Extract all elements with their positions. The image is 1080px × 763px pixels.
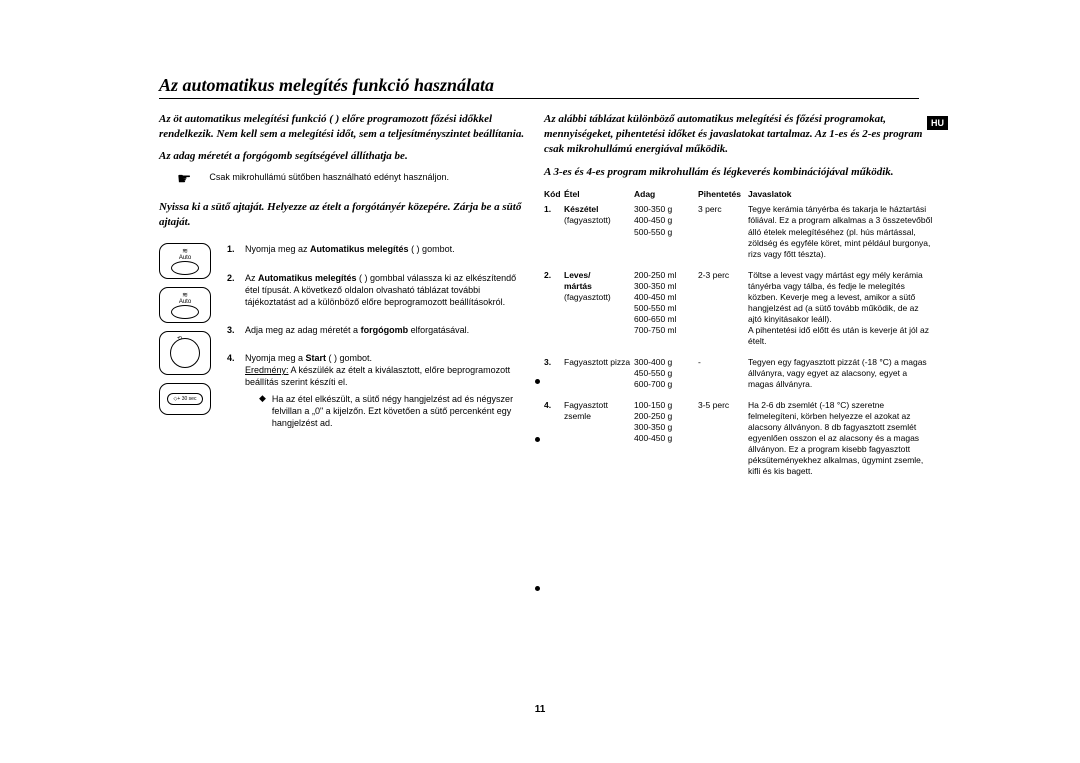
auto-button-icon-2: ≋ Auto [159, 287, 211, 323]
cell: 4. [544, 400, 564, 477]
right-intro-1: Az alábbi táblázat különböző automatikus… [544, 112, 934, 157]
left-column: Az öt automatikus melegítési funkció ( )… [159, 112, 532, 445]
intro-2: Az adag méretét a forgógomb segítségével… [159, 150, 532, 162]
crop-dot [535, 437, 540, 442]
crop-dot [535, 379, 540, 384]
cell: 3-5 perc [698, 400, 748, 477]
steps-column: 1. Nyomja meg az Automatikus melegítés (… [227, 243, 532, 445]
step-2: 2. Az Automatikus melegítés ( ) gombbal … [227, 272, 532, 308]
table-row: 3.Fagyasztott pizza300-400 g450-550 g600… [544, 357, 934, 390]
cell: Ha 2-6 db zsemlét (-18 °C) szeretne felm… [748, 400, 934, 477]
text: Nyomja meg a [245, 353, 306, 363]
cell: 300-400 g450-550 g600-700 g [634, 357, 698, 390]
text: ( ) gombot. [409, 244, 455, 254]
table-body: 1.Készétel(fagyasztott)300-350 g400-450 … [544, 204, 934, 477]
cell: Készétel(fagyasztott) [564, 204, 634, 259]
intro-1: Az öt automatikus melegítési funkció ( )… [159, 112, 532, 142]
cell: Fagyasztott pizza [564, 357, 634, 390]
step-body: Nyomja meg a Start ( ) gombot. Eredmény:… [245, 352, 532, 429]
step-1: 1. Nyomja meg az Automatikus melegítés (… [227, 243, 532, 255]
col-jav: Javaslatok [748, 189, 934, 200]
step-number: 1. [227, 243, 239, 255]
auto-button-icon-1: ≋ Auto [159, 243, 211, 279]
text: Nyomja meg az [245, 244, 310, 254]
bold-text: Start [306, 353, 327, 363]
title-rule [159, 98, 919, 99]
step-number: 3. [227, 324, 239, 336]
bold-text: Automatikus melegítés [258, 273, 357, 283]
note-text: Csak mikrohullámú sütőben használható ed… [209, 172, 449, 184]
cell: 2-3 perc [698, 270, 748, 347]
bullet-text: Ha az étel elkészült, a sütő négy hangje… [272, 393, 532, 429]
program-table: Kód Étel Adag Pihentetés Javaslatok 1.Ké… [544, 189, 934, 477]
table-row: 2.Leves/mártás(fagyasztott)200-250 ml300… [544, 270, 934, 347]
pointer-icon: ☛ [159, 172, 191, 188]
step-number: 2. [227, 272, 239, 308]
right-column: Az alábbi táblázat különböző automatikus… [544, 112, 934, 487]
steps-area: ≋ Auto ≋ Auto ⟲ ◇ + 30 sec [159, 243, 532, 445]
cell: 300-350 g400-450 g500-550 g [634, 204, 698, 259]
diamond-icon: ◆ [259, 393, 266, 429]
col-etel: Étel [564, 189, 634, 200]
table-header: Kód Étel Adag Pihentetés Javaslatok [544, 189, 934, 200]
step-body: Az Automatikus melegítés ( ) gombbal vál… [245, 272, 532, 308]
cell: 2. [544, 270, 564, 347]
icon-label-sec: + 30 sec [177, 396, 196, 402]
bold-text: forgógomb [361, 325, 409, 335]
step-3: 3. Adja meg az adag méretét a forgógomb … [227, 324, 532, 336]
cell: Tegyen egy fagyasztott pizzát (-18 °C) a… [748, 357, 934, 390]
cell: 3 perc [698, 204, 748, 259]
col-kod: Kód [544, 189, 564, 200]
cell: 1. [544, 204, 564, 259]
cell: 200-250 ml300-350 ml400-450 ml500-550 ml… [634, 270, 698, 347]
step-body: Adja meg az adag méretét a forgógomb elf… [245, 324, 469, 336]
cell: 3. [544, 357, 564, 390]
text: Adja meg az adag méretét a [245, 325, 361, 335]
step-4: 4. Nyomja meg a Start ( ) gombot. Eredmé… [227, 352, 532, 429]
cell: 100-150 g200-250 g300-350 g400-450 g [634, 400, 698, 477]
step-bullet: ◆ Ha az étel elkészült, a sütő négy hang… [245, 393, 532, 429]
cell: Tegye kerámia tányérba és takarja le ház… [748, 204, 934, 259]
col-adag: Adag [634, 189, 698, 200]
step-body: Nyomja meg az Automatikus melegítés ( ) … [245, 243, 455, 255]
cell: Fagyasztott zsemle [564, 400, 634, 477]
start-button-icon: ◇ + 30 sec [159, 383, 211, 415]
right-intro-2: A 3-es és 4-es program mikrohullám és lé… [544, 165, 934, 180]
result-label: Eredmény: [245, 365, 289, 375]
text: ( ) gombot. [326, 353, 372, 363]
crop-dot [535, 586, 540, 591]
page-number: 11 [0, 704, 1080, 715]
text: elforgatásával. [408, 325, 469, 335]
cell: - [698, 357, 748, 390]
table-row: 1.Készétel(fagyasztott)300-350 g400-450 … [544, 204, 934, 259]
document-page: Az automatikus melegítés funkció használ… [0, 0, 1080, 763]
page-title: Az automatikus melegítés funkció használ… [159, 75, 494, 96]
col-pih: Pihentetés [698, 189, 748, 200]
bold-text: Automatikus melegítés [310, 244, 409, 254]
text: Az [245, 273, 258, 283]
icon-column: ≋ Auto ≋ Auto ⟲ ◇ + 30 sec [159, 243, 213, 445]
table-row: 4.Fagyasztott zsemle100-150 g200-250 g30… [544, 400, 934, 477]
cell: Töltse a levest vagy mártást egy mély ke… [748, 270, 934, 347]
cell: Leves/mártás(fagyasztott) [564, 270, 634, 347]
note-row: ☛ Csak mikrohullámú sütőben használható … [159, 172, 532, 188]
dial-icon: ⟲ [159, 331, 211, 375]
step-number: 4. [227, 352, 239, 429]
intro-3: Nyissa ki a sütő ajtaját. Helyezze az ét… [159, 200, 532, 230]
